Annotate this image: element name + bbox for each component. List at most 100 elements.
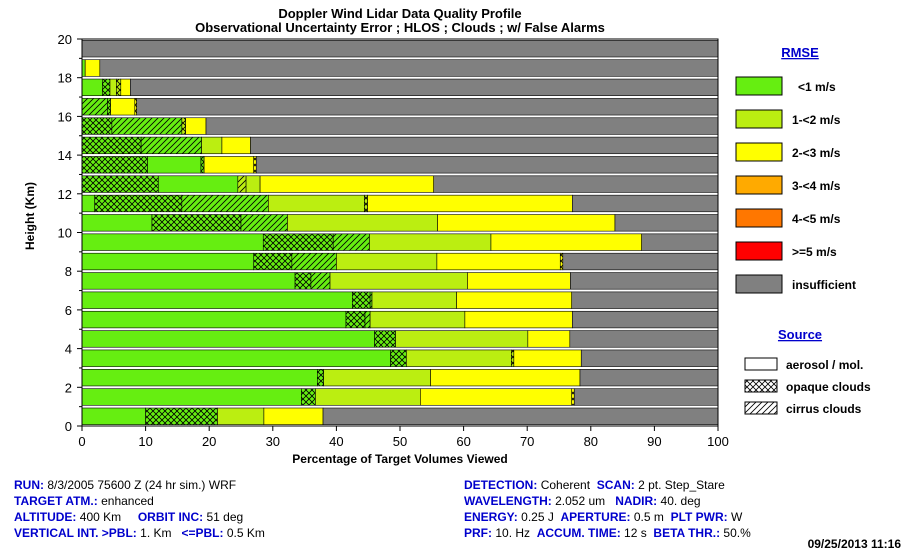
opaque-cloud-hatch (200, 156, 205, 174)
y-tick-label: 18 (58, 71, 72, 86)
x-tick-label: 100 (707, 434, 729, 449)
bar-segment (569, 330, 719, 348)
bar-segment (81, 194, 96, 213)
bar-segment (437, 214, 616, 232)
bar-segment (369, 233, 492, 251)
x-tick-label: 0 (78, 434, 85, 449)
opaque-cloud-hatch (151, 214, 241, 232)
orbit-key: ORBIT INC: (137, 510, 204, 524)
prf-key: PRF: (464, 526, 492, 540)
bar-segment (371, 291, 457, 309)
opaque-cloud-hatch (82, 117, 112, 135)
bar-segment (250, 136, 719, 155)
opaque-cloud-hatch (364, 195, 368, 212)
bar-segment (367, 194, 573, 213)
cirrus-cloud-hatch (370, 291, 373, 309)
opaque-cloud-hatch (511, 349, 514, 367)
bar-segment (81, 272, 296, 290)
y-tick-label: 16 (58, 109, 72, 124)
accum-time-value: 12 s (624, 526, 647, 540)
legend-source-label: opaque clouds (786, 380, 871, 394)
cirrus-cloud-hatch (181, 195, 269, 212)
opaque-cloud-hatch (352, 291, 371, 309)
bar-segment (81, 369, 318, 387)
bar-segment (81, 78, 103, 96)
y-tick-label: 8 (65, 264, 72, 279)
scan-value: 2 pt. Step_Stare (638, 478, 725, 492)
detection-key: DETECTION: (464, 478, 538, 492)
legend-swatch (735, 142, 783, 162)
opaque-cloud-hatch (94, 195, 182, 212)
bar-segment (456, 291, 573, 309)
bar-segment (245, 175, 261, 193)
prf-value: 10. Hz (495, 526, 531, 540)
opaque-cloud-hatch (82, 156, 148, 174)
wavelength-value: 2.052 um (555, 494, 606, 508)
cirrus-cloud-hatch (291, 253, 337, 270)
legend-source-label: cirrus clouds (786, 402, 862, 416)
bar-segment (420, 388, 573, 406)
crosshatch-swatch (744, 379, 778, 393)
wavelength-key: WAVELENGTH: (464, 494, 552, 508)
vertical-value: 1. Km (140, 526, 172, 540)
timestamp: 09/25/2013 11:16 (807, 537, 901, 551)
bar-segment (430, 369, 581, 387)
bar-segment (571, 291, 719, 309)
altitude-value: 400 Km (79, 510, 122, 524)
bar-segment (579, 369, 719, 387)
bar-segment (259, 175, 435, 193)
bar-segment (329, 272, 468, 290)
bar-segment (562, 252, 719, 271)
bar-segment (120, 78, 131, 96)
bar-segment (433, 175, 719, 193)
x-axis-label: Percentage of Target Volumes Viewed (292, 452, 507, 466)
legend-swatch (735, 109, 783, 129)
legend-swatch (735, 175, 783, 195)
chart-subtitle: Observational Uncertainty Error ; HLOS ;… (195, 20, 605, 35)
cirrus-cloud-hatch (111, 117, 182, 135)
bar-segment (570, 272, 719, 290)
opaque-cloud-hatch (181, 117, 186, 135)
legend-source-title: Source (778, 327, 822, 342)
opaque-cloud-hatch (345, 311, 366, 328)
bar-segment (490, 233, 642, 251)
run-key: RUN: (14, 478, 44, 492)
bar-segment (406, 349, 512, 367)
bar-segment (572, 310, 719, 329)
x-tick-label: 50 (393, 434, 407, 449)
bar-segment (81, 330, 375, 348)
instrument-info-panel: DETECTION: Coherent SCAN: 2 pt. Step_Sta… (464, 477, 751, 541)
bar-segment (205, 117, 719, 135)
y-axis-label: Height (Km) (23, 182, 37, 250)
opaque-cloud-hatch (116, 79, 121, 96)
cirrus-cloud-hatch (241, 214, 288, 232)
opaque-cloud-hatch (317, 369, 324, 386)
legend-rmse-title: RMSE (781, 45, 819, 60)
cirrus-cloud-hatch (365, 311, 371, 328)
legend-swatch (735, 241, 783, 261)
run-info-panel: RUN: 8/3/2005 75600 Z (24 hr sim.) WRF T… (14, 477, 265, 541)
opaque-cloud-hatch (390, 349, 407, 367)
orbit-value: 51 deg (206, 510, 244, 524)
bar-segment (99, 59, 719, 77)
opaque-cloud-hatch (107, 98, 111, 116)
energy-key: ENERGY: (464, 510, 518, 524)
bar-segment (81, 252, 255, 271)
opaque-cloud-hatch (571, 388, 575, 406)
bar-segment (81, 214, 153, 232)
bar-segment (130, 78, 719, 96)
cirrus-cloud-hatch (237, 175, 247, 193)
bar-segment (81, 349, 391, 367)
x-tick-label: 80 (584, 434, 598, 449)
run-value: 8/3/2005 75600 Z (24 hr sim.) (44, 478, 206, 492)
x-tick-label: 20 (202, 434, 216, 449)
target-value: enhanced (101, 494, 154, 508)
x-tick-label: 60 (456, 434, 470, 449)
bar-segment (201, 136, 223, 155)
legend-swatch (735, 76, 783, 96)
legend-label: 2-<3 m/s (792, 146, 841, 160)
y-tick-label: 14 (58, 148, 72, 163)
bar-segment (513, 349, 582, 367)
bar-segment (81, 310, 347, 329)
